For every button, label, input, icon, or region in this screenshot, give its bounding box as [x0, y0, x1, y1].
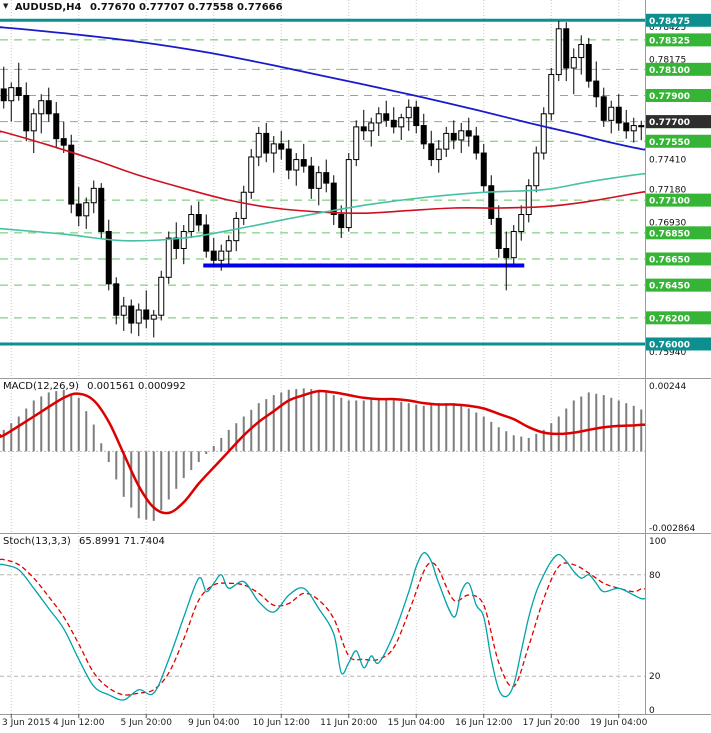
price-axis[interactable]: 0.78425 0.78175 0.77410 0.77180 0.76930 0.759…: [646, 13, 711, 358]
time-label: 11 Jun 20:00: [320, 718, 378, 728]
svg-text:0.77550: 0.77550: [649, 138, 690, 148]
macd-legend: MACD(12,26,9) 0.001561 0.000992: [3, 381, 186, 392]
macd-axis[interactable]: 0.00244 -0.002864: [649, 382, 695, 534]
candles-layer: [0, 20, 645, 338]
time-axis[interactable]: 3 Jun 2015 4 Jun 12:00 5 Jun 20:00 9 Jun 04…: [0, 717, 711, 733]
main-chart-legend: ▼ AUDUSD,H4 0.77670 0.77707 0.77558 0.77…: [3, 2, 283, 13]
time-label: 5 Jun 20:00: [120, 718, 172, 728]
panel-separators: [0, 0, 711, 715]
ma-medium-line: [0, 130, 645, 215]
symbol-dropdown-icon[interactable]: ▼: [3, 2, 9, 10]
svg-text:0.77410: 0.77410: [649, 156, 686, 166]
svg-text:0.77900: 0.77900: [649, 92, 690, 102]
time-ticks: [10, 714, 620, 718]
svg-text:100: 100: [649, 537, 666, 547]
svg-text:0.76200: 0.76200: [649, 314, 690, 324]
svg-text:0.78175: 0.78175: [649, 56, 686, 66]
svg-text:0.77180: 0.77180: [649, 186, 686, 196]
time-label: 10 Jun 12:00: [252, 718, 310, 728]
svg-text:0.78425: 0.78425: [649, 23, 686, 33]
svg-text:0.76000: 0.76000: [649, 340, 690, 350]
svg-text:0.76930: 0.76930: [649, 218, 686, 228]
svg-text:0.77700: 0.77700: [649, 118, 690, 128]
macd-panel: [0, 388, 645, 521]
vertical-gridlines: [10, 0, 620, 714]
symbol-period-label: AUDUSD,H4: [14, 2, 82, 13]
svg-text:0.78325: 0.78325: [649, 36, 690, 46]
price-levels: [0, 18, 645, 346]
svg-text:0.77100: 0.77100: [649, 197, 690, 207]
ma-fast-line: [0, 172, 645, 242]
svg-text:20: 20: [649, 672, 661, 682]
svg-text:0: 0: [649, 706, 655, 716]
svg-text:0.76650: 0.76650: [649, 255, 690, 265]
time-label: 9 Jun 04:00: [188, 718, 240, 728]
ohlc-values: 0.77670 0.77707 0.77558 0.77666: [89, 2, 283, 13]
stoch-axis[interactable]: 100 80 20 0: [649, 537, 666, 716]
svg-text:0.76850: 0.76850: [649, 229, 690, 239]
svg-text:0.76450: 0.76450: [649, 282, 690, 292]
time-label: 17 Jun 20:00: [522, 718, 580, 728]
svg-text:-0.002864: -0.002864: [649, 524, 695, 534]
stoch-panel: [0, 552, 645, 701]
time-label: 19 Jun 04:00: [590, 718, 648, 728]
ma-slow-line: [0, 26, 645, 151]
stoch-legend: Stoch(13,3,3) 65.8991 71.7404: [3, 536, 165, 547]
time-label: 3 Jun 2015: [2, 718, 51, 728]
svg-text:80: 80: [649, 571, 661, 581]
svg-text:0.00244: 0.00244: [649, 382, 686, 392]
svg-text:0.78475: 0.78475: [649, 17, 690, 27]
macd-indicator-values: 0.001561 0.000992: [87, 381, 186, 392]
svg-text:0.78100: 0.78100: [649, 66, 690, 76]
macd-indicator-name: MACD(12,26,9): [3, 381, 79, 392]
time-label: 4 Jun 12:00: [53, 718, 105, 728]
stoch-indicator-name: Stoch(13,3,3): [3, 536, 71, 547]
stoch-indicator-values: 65.8991 71.7404: [79, 536, 165, 547]
time-label: 15 Jun 04:00: [387, 718, 445, 728]
time-label: 16 Jun 12:00: [455, 718, 513, 728]
svg-text:0.75940: 0.75940: [649, 348, 686, 358]
